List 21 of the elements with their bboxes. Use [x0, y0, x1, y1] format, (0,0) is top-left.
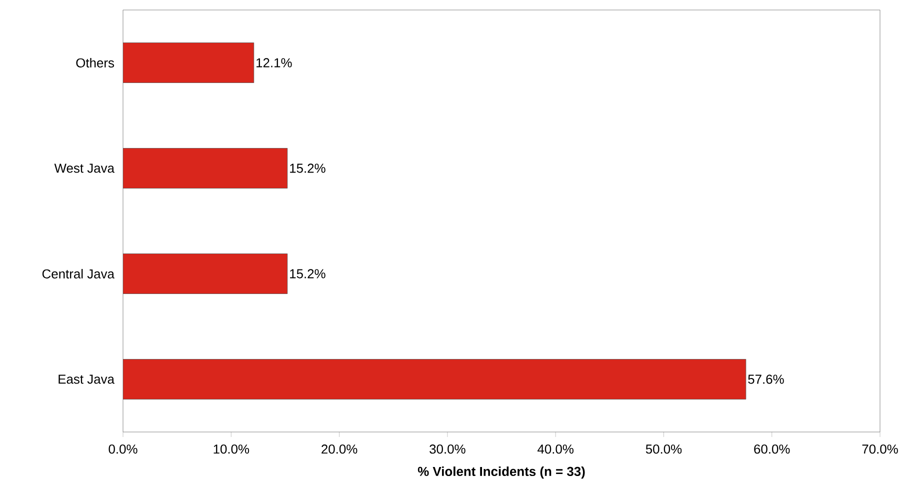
bar — [123, 42, 254, 83]
data-label: 15.2% — [290, 164, 326, 173]
data-label: 12.1% — [256, 58, 292, 68]
x-tick-label: 40.0% — [538, 444, 574, 454]
x-tick-label: 60.0% — [754, 444, 790, 454]
x-tick-label: 70.0% — [862, 444, 898, 454]
data-label: 57.6% — [748, 374, 784, 384]
y-tick-label: Central Java — [42, 268, 114, 278]
x-tick-label: 20.0% — [322, 444, 358, 454]
y-tick-label: Others — [76, 58, 114, 68]
x-tick-label: 10.0% — [214, 444, 250, 454]
y-tick-label: West Java — [54, 164, 114, 173]
y-tick-label: East Java — [58, 374, 114, 384]
x-tick-label: 50.0% — [646, 444, 682, 454]
data-label: 15.2% — [290, 269, 326, 278]
bar — [123, 359, 746, 400]
bar — [123, 148, 288, 188]
bar — [123, 254, 288, 294]
x-axis-title: % Violent Incidents (n = 33) — [418, 466, 585, 479]
x-tick-label: 0.0% — [108, 444, 138, 454]
x-tick-label: 30.0% — [430, 444, 466, 454]
